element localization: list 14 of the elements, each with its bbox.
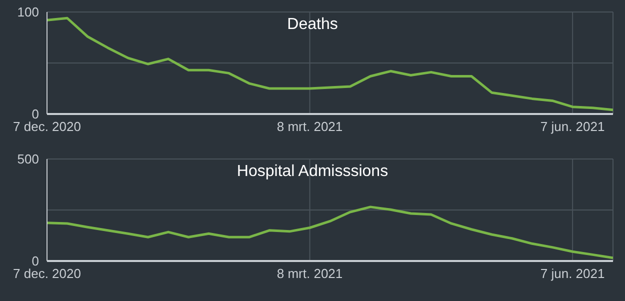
- x-tick-label: 7 dec. 2020: [13, 266, 81, 282]
- x-tick-label: 7 jun. 2021: [540, 266, 605, 282]
- x-tick-label: 8 mrt. 2021: [276, 266, 343, 282]
- x-tick-label: 7 jun. 2021: [540, 119, 605, 134]
- y-tick-label: 500: [17, 152, 39, 167]
- line-series: [47, 206, 613, 260]
- line-series: [47, 16, 613, 112]
- y-tick-label: 0: [32, 106, 39, 122]
- x-tick-label: 8 mrt. 2021: [276, 119, 343, 134]
- chart-title: Deaths: [287, 16, 338, 33]
- chart-title: Hospital Admisssions: [236, 163, 388, 180]
- y-tick-label: 0: [32, 254, 39, 269]
- y-tick-label: 100: [17, 4, 39, 20]
- x-tick-label: 7 dec. 2020: [13, 119, 81, 134]
